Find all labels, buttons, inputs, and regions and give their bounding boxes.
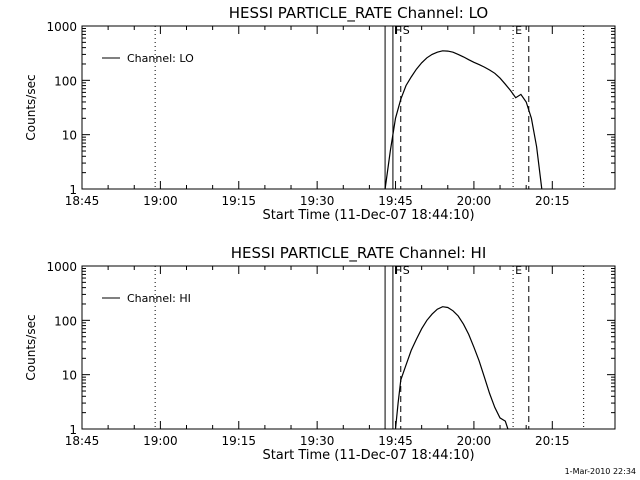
panel-1-legend-label: Channel: LO bbox=[127, 52, 194, 65]
panel-2-marker-label: F bbox=[395, 264, 401, 277]
panel-1-ytick-label: 1 bbox=[69, 183, 77, 197]
panel-2-title: HESSI PARTICLE_RATE Channel: HI bbox=[231, 244, 487, 263]
panel-2-xtick-label: 19:30 bbox=[300, 434, 335, 448]
panel-2-xtick-label: 20:15 bbox=[535, 434, 570, 448]
panel-2-marker-label: E bbox=[515, 264, 522, 277]
panel-1-marker-label: F bbox=[395, 24, 401, 37]
panel-1-xtick-label: 19:45 bbox=[378, 194, 413, 208]
panel-1-ytick-label: 10 bbox=[62, 129, 77, 143]
panel-1-marker-label: S bbox=[403, 24, 410, 37]
panel-1-xtick-label: 20:00 bbox=[457, 194, 492, 208]
panel-1-xtick-label: 18:45 bbox=[65, 194, 100, 208]
panel-1-frame bbox=[81, 25, 616, 190]
panel-2-xtick-label: 18:45 bbox=[65, 434, 100, 448]
panel-2-ylabel: Counts/sec bbox=[24, 314, 38, 380]
panel-1-title: HESSI PARTICLE_RATE Channel: LO bbox=[229, 4, 488, 23]
panel-2-xlabel: Start Time (11-Dec-07 18:44:10) bbox=[262, 448, 474, 463]
panel-1-xtick-label: 19:30 bbox=[300, 194, 335, 208]
panel-1-ytick-label: 1000 bbox=[46, 20, 77, 34]
panel-2-ytick-label: 1000 bbox=[46, 260, 77, 274]
panel-2-ytick-label: 1 bbox=[69, 423, 77, 437]
panel-2-ytick-label: 10 bbox=[62, 369, 77, 383]
panel-1-series-line bbox=[384, 50, 543, 190]
footer-timestamp: 1-Mar-2010 22:34 bbox=[565, 467, 636, 476]
panel-2-xtick-label: 19:15 bbox=[221, 434, 256, 448]
panel-1-xtick-label: 20:15 bbox=[535, 194, 570, 208]
panel-1-ytick-label: 100 bbox=[54, 74, 77, 88]
panel-2-marker-label: S bbox=[403, 264, 410, 277]
panel-2-xtick-label: 20:00 bbox=[457, 434, 492, 448]
panel-2-xtick-label: 19:45 bbox=[378, 434, 413, 448]
panel-2-series-line bbox=[394, 306, 509, 430]
panel-2-ytick-label: 100 bbox=[54, 314, 77, 328]
panel-1-xtick-label: 19:00 bbox=[143, 194, 178, 208]
panel-2-xtick-label: 19:00 bbox=[143, 434, 178, 448]
panel-1-xtick-label: 19:15 bbox=[221, 194, 256, 208]
panel-2-frame bbox=[81, 265, 616, 430]
panel-1-ylabel: Counts/sec bbox=[24, 74, 38, 140]
panel-1-marker-label: E bbox=[515, 24, 522, 37]
panel-1-xlabel: Start Time (11-Dec-07 18:44:10) bbox=[262, 208, 474, 223]
panel-2-legend-label: Channel: HI bbox=[127, 292, 191, 305]
